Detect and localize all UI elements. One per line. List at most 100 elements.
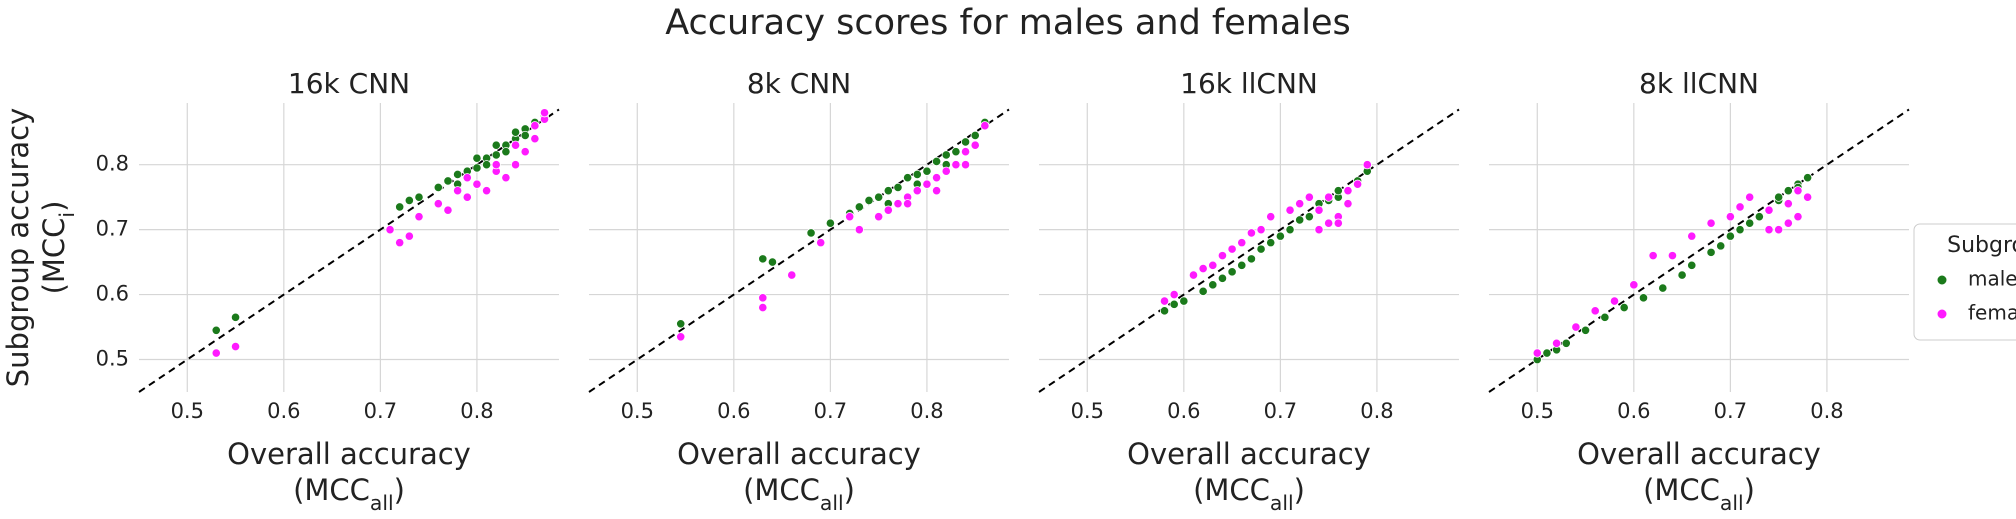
data-point [211,348,221,358]
data-point [1353,179,1363,189]
data-point [1754,212,1764,222]
data-point [1159,296,1170,306]
data-point [825,218,835,228]
data-point [1285,225,1295,235]
data-point [1590,306,1600,316]
data-point [676,319,686,329]
data-point [501,173,511,183]
data-point [922,166,932,176]
data-point [453,186,463,196]
data-point [1803,173,1813,183]
data-point [211,325,221,335]
data-point [1774,225,1784,235]
data-point [1314,225,1324,235]
data-point [510,160,521,170]
data-point [1208,280,1218,290]
label-sub: i [55,212,79,218]
data-point [1803,192,1813,202]
data-point [1266,238,1276,248]
label-text: ) [37,201,71,212]
data-point [1159,306,1170,316]
data-point [1314,205,1324,215]
data-point [758,302,768,313]
data-point [510,140,521,150]
label-sub: all [1720,491,1744,515]
data-point [1542,348,1552,358]
label-text: ) [394,473,405,507]
x-tick-label: 0.6 [1167,399,1200,423]
data-point [501,147,511,157]
data-point [931,156,942,167]
data-point [903,199,913,209]
x-tick-label: 0.5 [1071,399,1104,423]
data-point [1774,192,1784,202]
data-point [1600,312,1610,322]
x-tick-label: 0.5 [1521,399,1554,423]
data-point [414,212,424,222]
data-point [951,160,961,170]
data-point [960,137,971,147]
legend-label: female [1968,301,2016,325]
data-point [1237,260,1247,270]
data-point [1246,228,1257,238]
data-point [806,228,816,238]
data-point [1343,199,1353,209]
data-point [385,225,395,235]
data-point [1324,192,1334,202]
identity-line [1038,108,1460,393]
data-point [1648,251,1658,261]
legend-marker [1936,308,1948,320]
data-point [1179,296,1189,306]
y-tick-label: 0.8 [96,152,129,176]
data-point [1764,205,1774,215]
data-point [472,163,482,173]
x-tick-label: 0.6 [1617,399,1650,423]
data-point [1217,273,1228,283]
data-point [941,166,951,176]
data-point [1362,160,1372,170]
data-point [1227,267,1237,277]
data-point [758,254,768,264]
data-point [1783,218,1793,228]
data-point [1745,218,1755,228]
data-point [1561,338,1571,348]
data-point [433,199,443,209]
data-point [767,257,778,267]
data-point [922,179,932,189]
data-point [491,140,501,150]
data-point [1735,202,1745,212]
data-point [874,212,884,222]
x-tick-label: 0.5 [621,399,654,423]
data-point [1285,205,1295,215]
data-point [845,212,855,222]
data-point [1716,241,1726,251]
data-point [1725,212,1735,222]
x-tick-label: 0.6 [267,399,300,423]
data-point [433,182,443,193]
data-point [462,173,472,183]
data-point [1725,231,1735,241]
data-point [854,225,864,235]
data-point [1324,218,1334,228]
data-point [951,147,961,157]
data-point [1227,244,1237,254]
data-point [893,182,903,193]
x-tick-label: 0.5 [171,399,204,423]
data-point [960,147,971,157]
label-text: (MCC [37,218,71,295]
data-point [1793,186,1803,196]
data-point [1706,247,1716,257]
data-point [912,186,922,196]
data-point [1638,293,1649,303]
label-text: (MCC [743,473,820,507]
data-point [1580,325,1591,335]
x-axis-label: (MCCall) [293,473,405,515]
panel-title: 8k CNN [747,67,851,100]
data-point [1188,270,1199,280]
data-point [676,332,686,342]
data-point [491,150,501,160]
data-point [443,205,453,215]
data-point [1295,199,1305,209]
data-point [941,150,951,160]
